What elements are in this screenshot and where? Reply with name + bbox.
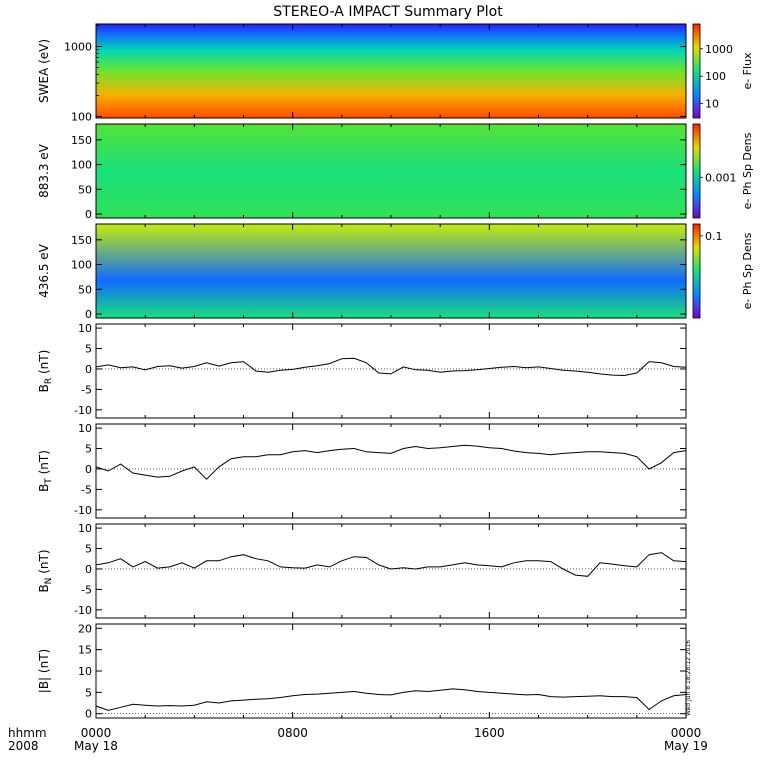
y-axis-label: BT (nT) <box>37 450 54 492</box>
colorbar-label: e- Ph Sp Dens <box>741 132 754 209</box>
panel-br: -10 -5 0 5 10 BR (nT) <box>37 322 687 419</box>
x-tick-label: 0000 <box>81 726 112 740</box>
time-axis-label: hhmm <box>8 726 47 740</box>
y-tick-label: 5 <box>85 343 92 356</box>
y-tick-label: 10 <box>78 322 92 335</box>
panel-bt: -10 -5 0 5 10 BT (nT) <box>37 422 687 519</box>
timestamp-stamp: Wed Jun 8 18:28:12 2016 <box>685 640 692 716</box>
colorbar-label: e- Flux <box>741 52 754 90</box>
plot-frame <box>95 623 687 719</box>
y-tick-label: 10 <box>78 422 92 435</box>
y-tick-label: -10 <box>74 604 92 617</box>
series-line-bn <box>95 552 687 577</box>
y-tick-label: 150 <box>71 134 92 147</box>
series-line-bt <box>95 444 687 480</box>
y-tick-label: 10 <box>78 665 92 678</box>
series-line-bmag <box>95 688 687 711</box>
y-tick-label: 5 <box>85 443 92 456</box>
heatmap-pad436 <box>96 224 686 318</box>
y-axis-label: |B| (nT) <box>37 649 51 693</box>
y-tick-label: -5 <box>81 383 92 396</box>
colorbar-swea <box>692 23 701 119</box>
x-tick-label: 0800 <box>277 726 308 740</box>
colorbar-pad883 <box>692 123 701 219</box>
panel-bn: -10 -5 0 5 10 BN (nT) <box>37 522 687 619</box>
colorbar-tick-label: 10 <box>705 98 719 111</box>
x-tick-date: May 18 <box>74 739 118 753</box>
y-tick-label: 0 <box>85 308 92 321</box>
y-tick-label: 10 <box>78 522 92 535</box>
y-axis-label: BN (nT) <box>37 549 54 592</box>
y-tick-label: 0 <box>85 708 92 721</box>
y-tick-label: -10 <box>74 504 92 517</box>
panel-pad883: 0.001 e- Ph Sp Dens 0 50 100 150 883.3 eV <box>37 123 754 221</box>
colorbar-tick-label: 0.1 <box>705 230 723 243</box>
y-axis-label: SWEA (eV) <box>37 39 51 103</box>
y-tick-label: 15 <box>78 644 92 657</box>
y-tick-label: 150 <box>71 234 92 247</box>
y-tick-label: 0 <box>85 363 92 376</box>
panel-bmag: 0 5 10 15 20 |B| (nT) <box>37 622 687 721</box>
colorbar-tick-label: 1000 <box>705 43 733 56</box>
x-tick-date: May 19 <box>664 739 708 753</box>
year-label: 2008 <box>8 739 39 753</box>
y-axis-label: BR (nT) <box>37 350 54 393</box>
y-tick-label: -5 <box>81 483 92 496</box>
y-tick-label: -10 <box>74 404 92 417</box>
x-tick-label: 0000 <box>671 726 702 740</box>
plot-frame <box>95 423 687 519</box>
x-tick-label: 1600 <box>474 726 505 740</box>
y-tick-label: 0 <box>85 563 92 576</box>
y-tick-label: 1000 <box>64 41 92 54</box>
colorbar-label: e- Ph Sp Dens <box>741 232 754 309</box>
colorbar-tick-label: 0.001 <box>705 171 737 184</box>
plot-frame <box>95 323 687 419</box>
y-tick-label: 20 <box>78 622 92 635</box>
heatmap-swea <box>96 24 686 118</box>
colorbar-tick-label: 100 <box>705 70 726 83</box>
y-tick-label: 100 <box>71 159 92 172</box>
y-tick-label: 0 <box>85 463 92 476</box>
plot-frame <box>95 523 687 619</box>
y-tick-label: 50 <box>78 183 92 196</box>
y-tick-label: 100 <box>71 259 92 272</box>
panel-swea: 10 100 1000 e- Flux 100 1000 SWEA (eV) <box>37 23 754 123</box>
colorbar-pad436 <box>692 223 701 319</box>
y-tick-label: 5 <box>85 686 92 699</box>
y-tick-label: 100 <box>71 110 92 123</box>
series-line-br <box>95 357 687 377</box>
y-tick-label: 5 <box>85 543 92 556</box>
y-axis-label: 436.5 eV <box>37 243 51 298</box>
y-tick-label: 50 <box>78 283 92 296</box>
y-tick-label: -5 <box>81 583 92 596</box>
y-axis-label: 883.3 eV <box>37 143 51 198</box>
figure-title: STEREO-A IMPACT Summary Plot <box>273 4 503 20</box>
panel-pad436: 0.1 e- Ph Sp Dens 0 50 100 150 436.5 eV <box>37 223 754 321</box>
heatmap-pad883 <box>96 124 686 218</box>
y-tick-label: 0 <box>85 208 92 221</box>
